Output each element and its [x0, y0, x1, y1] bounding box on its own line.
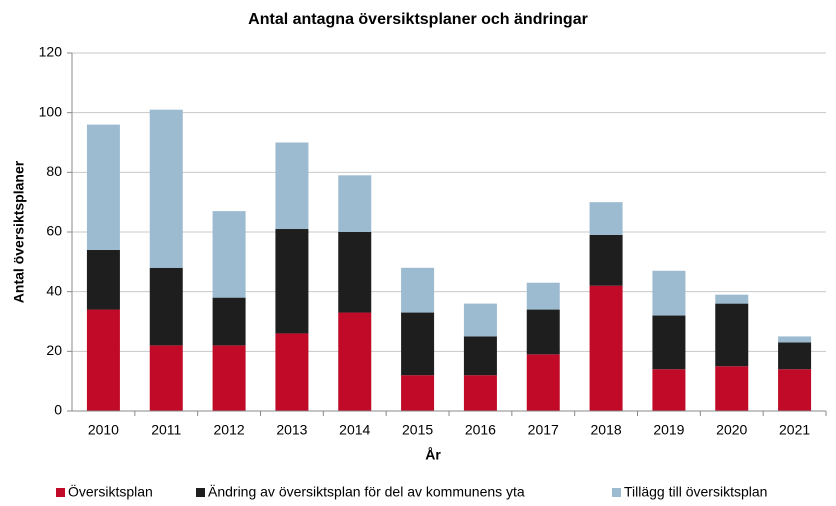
x-tick-label: 2010 [88, 422, 119, 438]
legend-swatch [196, 488, 205, 497]
legend-swatch [612, 488, 621, 497]
x-tick-label: 2014 [339, 422, 370, 438]
y-axis-title: Antal översiktsplaner [11, 160, 27, 303]
bar-segment [526, 309, 560, 355]
bar-segment [86, 249, 120, 310]
x-axis-title: År [425, 447, 441, 463]
bar-segment [463, 336, 497, 376]
x-tick-label: 2012 [214, 422, 245, 438]
bar-segment [149, 267, 183, 346]
x-tick-label: 2011 [151, 422, 181, 438]
bar-segment [275, 229, 309, 334]
bar-segment [149, 109, 183, 268]
y-tick-label: 60 [46, 223, 62, 239]
bar-segment [526, 282, 560, 310]
bar-segment [589, 202, 623, 235]
bar-segment [589, 234, 623, 286]
bar-segment [778, 369, 812, 411]
bar-segment [212, 345, 246, 411]
x-tick-label: 2015 [402, 422, 433, 438]
bar-segment [275, 142, 309, 230]
bar-segment [401, 267, 435, 313]
bar-segment [526, 354, 560, 411]
bar-segment [652, 369, 686, 411]
bar-segment [652, 315, 686, 370]
bar-segment [715, 294, 749, 304]
y-tick-label: 120 [39, 44, 63, 60]
y-tick-label: 80 [46, 163, 62, 179]
bar-segment [149, 345, 183, 411]
y-tick-label: 40 [46, 282, 62, 298]
x-tick-label: 2018 [591, 422, 622, 438]
x-tick-label: 2020 [716, 422, 747, 438]
bar-segment [212, 211, 246, 298]
bar-segment [338, 175, 372, 232]
bar-segment [778, 342, 812, 370]
x-tick-label: 2016 [465, 422, 496, 438]
bar-segment [338, 312, 372, 411]
bar-segment [652, 270, 686, 316]
bar-segment [275, 333, 309, 411]
bar-segment [463, 303, 497, 337]
bar-segment [778, 336, 812, 343]
legend-label: Översiktsplan [68, 483, 153, 500]
x-tick-label: 2017 [528, 422, 559, 438]
x-tick-label: 2013 [276, 422, 307, 438]
y-tick-label: 20 [46, 342, 62, 358]
chart-title: Antal antagna översiktsplaner och ändrin… [248, 11, 588, 28]
bar-segment [715, 303, 749, 367]
bar-segment [589, 285, 623, 411]
y-tick-label: 0 [54, 402, 62, 418]
bar-segment [338, 232, 372, 313]
y-tick-label: 100 [39, 103, 63, 119]
bar-segment [401, 375, 435, 411]
bar-segment [86, 309, 120, 411]
x-tick-label: 2019 [653, 422, 684, 438]
legend-swatch [56, 488, 65, 497]
bar-segment [86, 124, 120, 250]
legend-label: Ändring av översiktsplan för del av komm… [208, 484, 525, 500]
bar-segment [212, 297, 246, 346]
bar-segment [463, 375, 497, 411]
legend-label: Tillägg till översiktsplan [624, 484, 767, 500]
bar-segment [401, 312, 435, 376]
x-tick-label: 2021 [779, 422, 810, 438]
bar-segment [715, 366, 749, 411]
